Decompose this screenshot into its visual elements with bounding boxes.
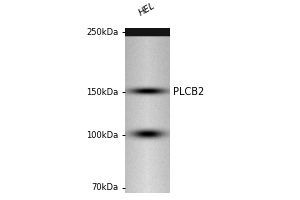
Text: PLCB2: PLCB2 bbox=[172, 87, 204, 97]
Text: 70kDa: 70kDa bbox=[92, 183, 118, 192]
Text: HEL: HEL bbox=[137, 1, 157, 17]
Text: 100kDa: 100kDa bbox=[86, 131, 118, 140]
Text: 250kDa: 250kDa bbox=[86, 28, 118, 37]
Text: 150kDa: 150kDa bbox=[86, 88, 118, 97]
